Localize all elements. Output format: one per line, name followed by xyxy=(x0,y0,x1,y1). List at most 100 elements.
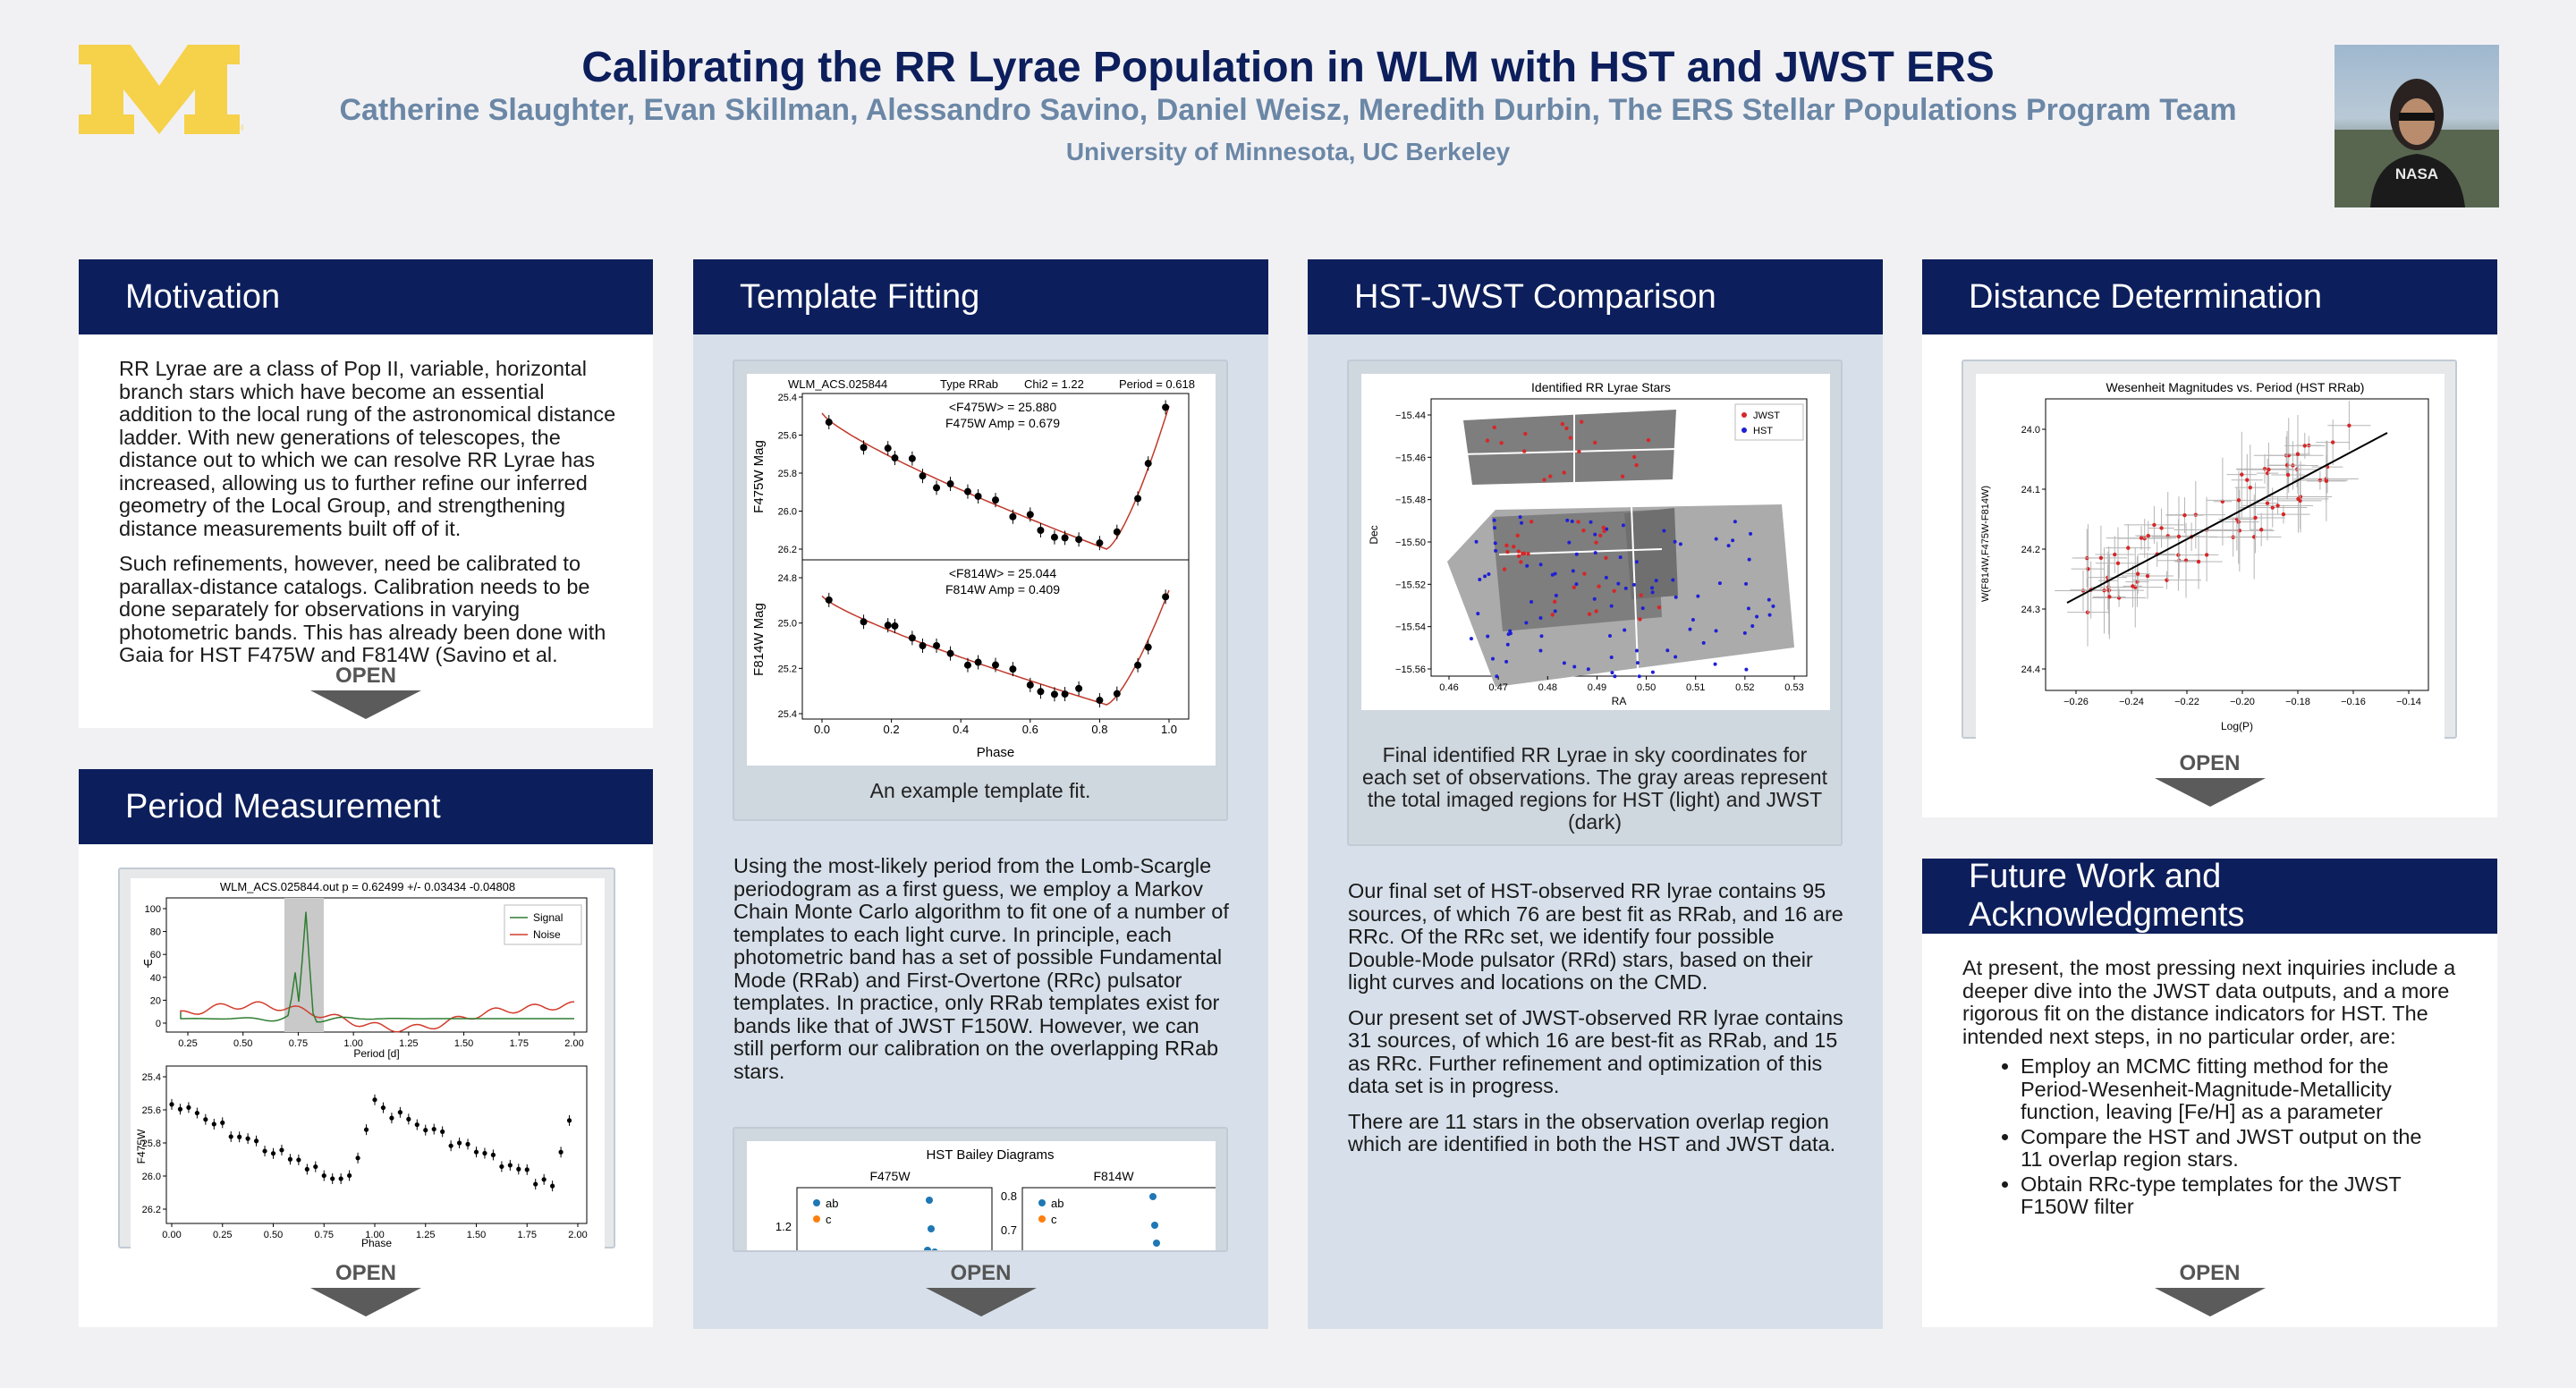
jwst-star xyxy=(1521,449,1527,453)
jwst-star xyxy=(1631,454,1637,460)
f475w-point xyxy=(891,454,899,462)
sky-xtick: 0.46 xyxy=(1439,682,1458,693)
lightcurve-point xyxy=(566,1118,572,1123)
lightcurve-ytick: 26.2 xyxy=(142,1205,161,1215)
template-open-button[interactable]: OPEN xyxy=(693,1261,1268,1316)
wesenheit-xtick: −0.22 xyxy=(2174,697,2199,707)
hst-star xyxy=(1492,518,1496,522)
comparison-heading: HST-JWST Comparison xyxy=(1308,259,1883,334)
lightcurve-ytick: 25.8 xyxy=(142,1138,161,1149)
bailey-right-title: F814W xyxy=(1093,1169,1134,1183)
f475w-point xyxy=(933,484,941,492)
wesenheit-xtick: −0.14 xyxy=(2396,697,2421,707)
sky-ytick: −15.52 xyxy=(1395,580,1426,590)
f475w-point xyxy=(974,492,982,500)
hst-star xyxy=(1494,548,1498,553)
hst-star xyxy=(1650,590,1655,595)
distance-open-button[interactable]: OPEN xyxy=(1922,751,2497,807)
hst-star xyxy=(1538,648,1543,653)
hst-star xyxy=(1586,667,1590,672)
sky-xtick: 0.52 xyxy=(1735,682,1754,693)
wesenheit-point xyxy=(2126,546,2131,550)
wesenheit-point xyxy=(2146,533,2150,538)
future-heading: Future Work and Acknowledgments xyxy=(1922,858,2497,934)
poster-title: Calibrating the RR Lyrae Population in W… xyxy=(581,44,1995,91)
hst-star xyxy=(1623,628,1627,632)
jwst-star xyxy=(1582,571,1587,576)
future-open-button[interactable]: OPEN xyxy=(1922,1261,2497,1316)
lightcurve-point xyxy=(465,1141,470,1147)
f475w-point xyxy=(825,419,833,427)
jwst-star xyxy=(1542,478,1546,482)
jwst-star xyxy=(1499,441,1504,445)
lightcurve-xtick: 1.25 xyxy=(416,1230,435,1240)
template-type: Type RRab xyxy=(940,377,998,391)
hst-star xyxy=(1634,648,1639,653)
wesenheit-fit-line xyxy=(2066,432,2388,604)
wesenheit-xlabel: Log(P) xyxy=(2221,720,2253,732)
bailey-title: HST Bailey Diagrams xyxy=(926,1147,1054,1163)
jwst-star xyxy=(1553,599,1557,605)
lightcurve-point xyxy=(253,1138,259,1144)
f814w-point xyxy=(1009,665,1017,673)
hst-star xyxy=(1493,526,1497,530)
wesenheit-point xyxy=(2107,595,2112,599)
f814w-point xyxy=(963,661,971,669)
f475w-point xyxy=(1075,536,1083,544)
periodogram-ytick: 0 xyxy=(156,1019,161,1029)
lightcurve-point xyxy=(507,1163,513,1168)
wesenheit-point xyxy=(2176,534,2182,539)
sky-legend-jwst: JWST xyxy=(1753,410,1780,421)
hst-star xyxy=(1567,540,1572,545)
lightcurve-xtick: 0.00 xyxy=(162,1230,181,1240)
hst-star xyxy=(1609,604,1614,608)
periodogram-ytick: 40 xyxy=(150,973,161,984)
bailey-legend-c: c xyxy=(826,1213,832,1226)
wesenheit-point xyxy=(2284,462,2290,468)
hst-star xyxy=(1613,674,1617,679)
signal-line xyxy=(180,911,574,1023)
periodogram-ytick: 100 xyxy=(145,904,161,915)
bailey-legend-ab: ab xyxy=(826,1197,838,1210)
f814w-point xyxy=(1026,681,1034,689)
wesenheit-point xyxy=(2106,588,2111,593)
template-bot-amp: F814W Amp = 0.409 xyxy=(945,582,1060,597)
wesenheit-point xyxy=(2295,452,2301,457)
f475w-point xyxy=(919,472,927,480)
hst-star xyxy=(1714,537,1718,541)
future-list: Employ an MCMC fitting method for the Pe… xyxy=(1922,1054,2423,1221)
periodogram-chart: WLM_ACS.025844.out p = 0.62499 +/- 0.034… xyxy=(135,880,588,1249)
open-label: OPEN xyxy=(335,664,396,688)
f475w-point xyxy=(1113,528,1121,536)
hst-star xyxy=(1665,648,1670,653)
wesenheit-xtick: −0.20 xyxy=(2230,697,2255,707)
author-photo: NASA xyxy=(2334,45,2499,207)
motivation-open-button[interactable]: OPEN xyxy=(79,664,653,719)
jwst-star xyxy=(1602,529,1606,534)
sky-xtick: 0.48 xyxy=(1538,682,1557,693)
svg-text:c: c xyxy=(1051,1213,1057,1226)
wesenheit-point xyxy=(2159,526,2164,530)
future-text: At present, the most pressing next inqui… xyxy=(1962,956,2472,1061)
wesenheit-xtick: −0.24 xyxy=(2119,697,2144,707)
f814w-point xyxy=(919,641,927,649)
wesenheit-point xyxy=(2253,515,2258,520)
bailey-left-title: F475W xyxy=(869,1169,911,1183)
open-label: OPEN xyxy=(950,1261,1012,1285)
sky-xtick: 0.51 xyxy=(1686,682,1705,693)
lightcurve-point xyxy=(558,1149,564,1155)
f814w-point xyxy=(992,661,999,669)
period-open-button[interactable]: OPEN xyxy=(79,1261,653,1316)
lightcurve-point xyxy=(304,1166,309,1172)
f814w-point xyxy=(1037,688,1045,696)
template-top-ytick: 25.4 xyxy=(778,393,797,403)
periodogram-xtick: 1.25 xyxy=(399,1038,418,1049)
hst-star xyxy=(1574,552,1579,556)
hst-star xyxy=(1524,621,1529,625)
sky-ytick: −15.56 xyxy=(1395,664,1426,675)
future-item: Employ an MCMC fitting method for the Pe… xyxy=(2021,1054,2423,1124)
hst-star xyxy=(1530,599,1534,604)
hst-star xyxy=(1478,578,1482,582)
hst-star xyxy=(1495,674,1499,679)
wesenheit-point xyxy=(2324,478,2329,484)
